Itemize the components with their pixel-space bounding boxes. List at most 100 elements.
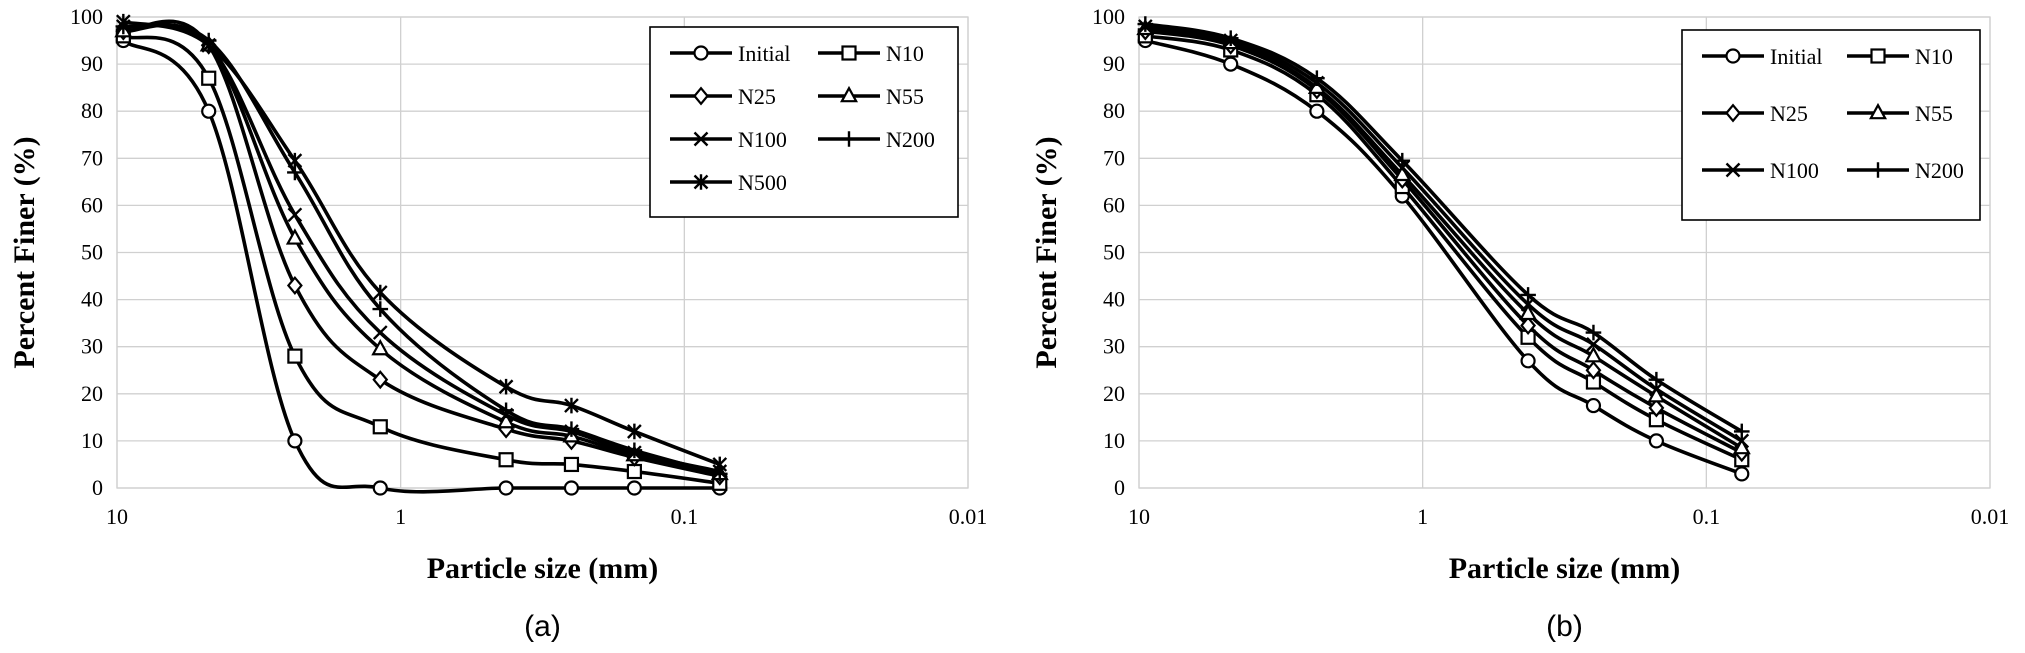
data-point [626,463,642,480]
y-tick-label: 70 [81,145,103,170]
series-n100 [115,19,728,479]
y-axis-title: Percent Finer (%) [1030,136,1063,368]
x-tick-label: 0.01 [949,504,988,529]
panel-label: (b) [1546,610,1583,643]
y-tick-label: 60 [81,192,103,217]
x-axis-title: Particle size (mm) [427,552,659,585]
data-point [627,423,642,440]
legend-marker [1870,162,1886,178]
data-point [563,421,580,437]
legend-label: N55 [1915,101,1953,126]
legend-label: N100 [1770,158,1819,183]
data-point [1394,152,1411,169]
data-point [372,480,388,496]
x-tick-label: 10 [1128,504,1150,529]
series-n500 [115,13,728,473]
y-tick-label: 50 [81,240,103,265]
data-point [1732,437,1751,455]
data-point [287,348,303,364]
data-point [498,452,514,468]
legend-marker [1870,48,1886,64]
legend-item-initial: Initial [1702,44,1823,69]
legend-label: N10 [1915,44,1953,69]
legend-label: N10 [886,41,924,66]
series-line-n10 [1143,34,1744,462]
data-point [1584,346,1603,363]
legend-label: N25 [1770,101,1808,126]
x-tick-label: 1 [1417,504,1428,529]
data-point [201,70,217,86]
legend-label: N55 [886,84,924,109]
data-point [372,419,388,435]
y-tick-label: 90 [81,51,103,76]
legend-marker [1868,102,1888,120]
legend-item-n100: N100 [670,127,787,152]
data-point [1520,353,1536,369]
data-point [287,207,303,223]
legend: Initial N10 N25 N55 N100 N200 N500 [649,26,959,218]
data-point [1648,371,1665,388]
data-point [1585,397,1602,414]
data-point [626,480,642,496]
data-point [712,456,728,473]
legend-item-n200: N200 [1847,158,1964,183]
legend-item-initial: Initial [670,41,791,66]
data-point [563,456,580,473]
data-point [371,338,390,356]
series-line-n55 [1143,26,1744,450]
legend-item-n10: N10 [1847,44,1953,69]
data-point [1223,56,1239,72]
y-tick-label: 10 [81,428,103,453]
y-tick-label: 50 [1103,240,1125,265]
legend-item-n200: N200 [818,127,935,152]
legend-marker [693,174,709,190]
data-point [563,480,580,496]
x-tick-label: 10 [106,504,128,529]
data-point [1648,433,1664,449]
y-tick-label: 10 [1103,428,1125,453]
y-tick-label: 80 [81,98,103,123]
legend-label: N100 [738,127,787,152]
series-line-n25 [1143,29,1744,455]
data-point [498,480,514,496]
legend-item-n100: N100 [1702,158,1819,183]
data-point [498,378,514,395]
x-tick-label: 0.1 [671,504,699,529]
y-axis-title: Percent Finer (%) [8,136,41,368]
data-point [1309,103,1325,119]
y-tick-label: 0 [92,475,103,500]
legend-marker [839,85,859,103]
data-point [564,397,579,414]
data-point [286,275,303,295]
legend-label: Initial [738,41,791,66]
panel-label: (a) [524,610,561,643]
data-point [287,152,303,169]
data-point [372,284,388,301]
legend-label: N200 [886,127,935,152]
series-n55 [114,21,729,481]
y-tick-label: 40 [1103,287,1125,312]
data-point [1520,315,1537,336]
data-point [1137,16,1154,32]
y-tick-label: 30 [81,334,103,359]
legend-label: Initial [1770,44,1823,69]
data-point [201,103,217,119]
data-point [1586,336,1601,352]
y-tick-label: 100 [70,4,103,29]
data-point [1733,423,1750,440]
data-point [626,442,643,459]
legend-item-n500: N500 [670,170,787,195]
x-axis-title: Particle size (mm) [1449,552,1681,585]
data-point [1585,324,1602,341]
data-point [287,433,303,449]
legend-label: N25 [738,84,776,109]
data-point [1309,70,1325,87]
data-point [1648,398,1665,418]
series-line-n100 [1143,24,1744,443]
series-line-n10 [121,34,722,486]
data-point [372,301,389,317]
data-point [1649,381,1664,397]
data-point [372,325,388,340]
